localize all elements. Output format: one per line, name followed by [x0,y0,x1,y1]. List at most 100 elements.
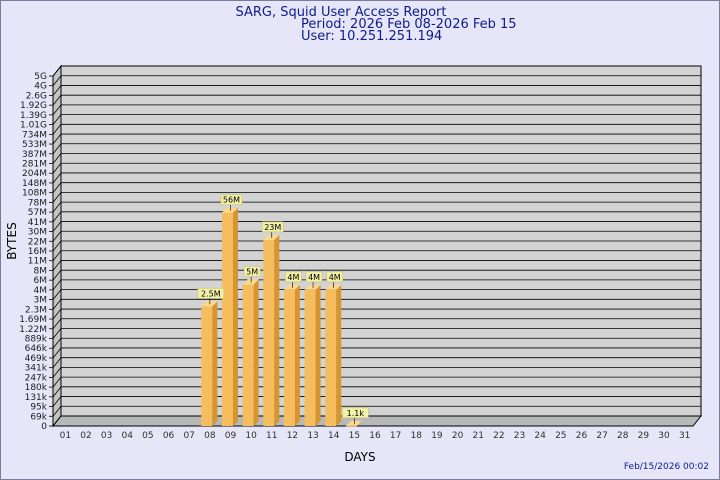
gridline-diagonal [52,357,62,368]
gridline-diagonal [52,269,62,281]
x-axis-label: DAYS [344,450,375,464]
data-label-box [220,194,243,205]
bar [263,239,275,426]
y-tick-label: 2.6G [26,91,47,101]
gridline-diagonal [52,347,62,359]
y-tick-label: 57M [28,208,47,218]
data-label: 23M [264,223,281,232]
gridline-diagonal [52,172,62,184]
y-tick-label: 1.22M [19,325,47,335]
gridline-diagonal [52,299,62,310]
y-tick-label: 6M [34,276,48,286]
gridline-diagonal [52,211,62,223]
gridline-diagonal [52,114,62,125]
bar-top [345,420,362,426]
gridline-diagonal [52,289,62,300]
y-tick-label: 131k [25,393,48,403]
y-tick-label: 108M [22,189,47,199]
gridline-diagonal [52,279,62,291]
bar-side [274,234,280,426]
x-tick-label: 13 [307,431,318,441]
x-tick-label: 20 [452,431,464,441]
x-tick-label: 02 [80,431,91,441]
x-tick-label: 04 [122,431,134,441]
x-tick-label: 19 [431,431,443,441]
bar-side [356,420,362,426]
report-user: User: 10.251.251.194 [301,29,443,44]
x-tick-label: 31 [679,431,690,441]
x-tick-label: 14 [328,431,340,441]
plot-floor [51,415,703,427]
gridline-diagonal [52,250,62,261]
x-tick-label: 24 [534,431,546,441]
data-label-box [342,407,369,419]
x-tick-label: 01 [60,431,71,441]
gridline-diagonal [52,231,62,242]
x-tick-label: 25 [555,431,566,441]
y-tick-label: 387M [22,150,47,160]
x-tick-label: 15 [349,431,360,441]
y-tick-label: 148M [22,179,47,189]
generated-timestamp: Feb/15/2026 00:02 [623,462,709,472]
bar [283,289,295,426]
y-tick-label: 2.3M [25,305,47,315]
plot-area [51,64,703,428]
gridline-diagonal [52,153,62,164]
y-tick-label: 4M [34,286,48,296]
gridline-diagonal [52,376,62,388]
x-tick-label: 23 [514,431,525,441]
x-tick-label: 30 [658,431,670,441]
bar [345,425,357,427]
gridline-diagonal [52,65,62,77]
data-labels: 2.5M 56M 5M 23M 4M 4M 4M 1.1k [197,194,369,424]
data-label-box [285,271,302,283]
data-label: 4M [287,273,299,282]
gridline-diagonal [52,182,62,193]
gridline-diagonal [52,133,62,145]
x-tick-label: 10 [245,431,257,441]
y-tick-label: 889k [25,335,48,345]
y-tick-label: 5G [34,72,47,82]
y-tick-label: 1.39G [20,111,47,121]
gridlines [52,65,701,427]
gridline-diagonal [52,318,62,330]
report-period: Period: 2026 Feb 08-2026 Feb 15 [301,17,517,32]
y-tick-label: 204M [22,169,47,179]
x-tick-label: 27 [596,431,607,441]
bar [242,284,254,426]
x-tick-label: 06 [163,431,175,441]
bar-top [242,279,259,285]
gridline-diagonal [52,192,62,203]
data-label: 56M [223,196,240,205]
y-tick-label: 41M [28,218,47,228]
gridline-diagonal [52,201,62,213]
data-label: 4M [329,273,341,282]
y-tick-label: 341k [25,364,48,374]
x-tick-label: 03 [101,431,112,441]
bar [304,289,316,426]
x-tick-label: 26 [576,431,588,441]
data-label-box [243,266,261,277]
x-tick-label: 12 [287,431,298,441]
y-axis-ticks: 5G4G2.6G1.92G1.39G1.01G734M533M387M281M2… [19,72,53,432]
data-label-box [261,221,284,233]
gridline-diagonal [52,308,62,320]
gridline-diagonal [52,415,62,427]
y-tick-label: 95k [30,403,47,413]
x-tick-label: 08 [204,431,216,441]
data-label: 2.5M [201,289,221,298]
y-tick-label: 1.92G [20,101,47,111]
y-tick-label: 8M [34,266,48,276]
gridline-diagonal [52,260,62,271]
x-tick-label: 22 [493,431,504,441]
gridline-diagonal [52,396,62,407]
gridline-diagonal [52,162,62,174]
data-label-box [305,271,323,283]
x-tick-label: 28 [617,431,629,441]
gridline-diagonal [52,94,62,106]
y-tick-label: 180k [25,383,48,393]
x-tick-label: 16 [369,431,381,441]
x-tick-label: 17 [390,431,401,441]
